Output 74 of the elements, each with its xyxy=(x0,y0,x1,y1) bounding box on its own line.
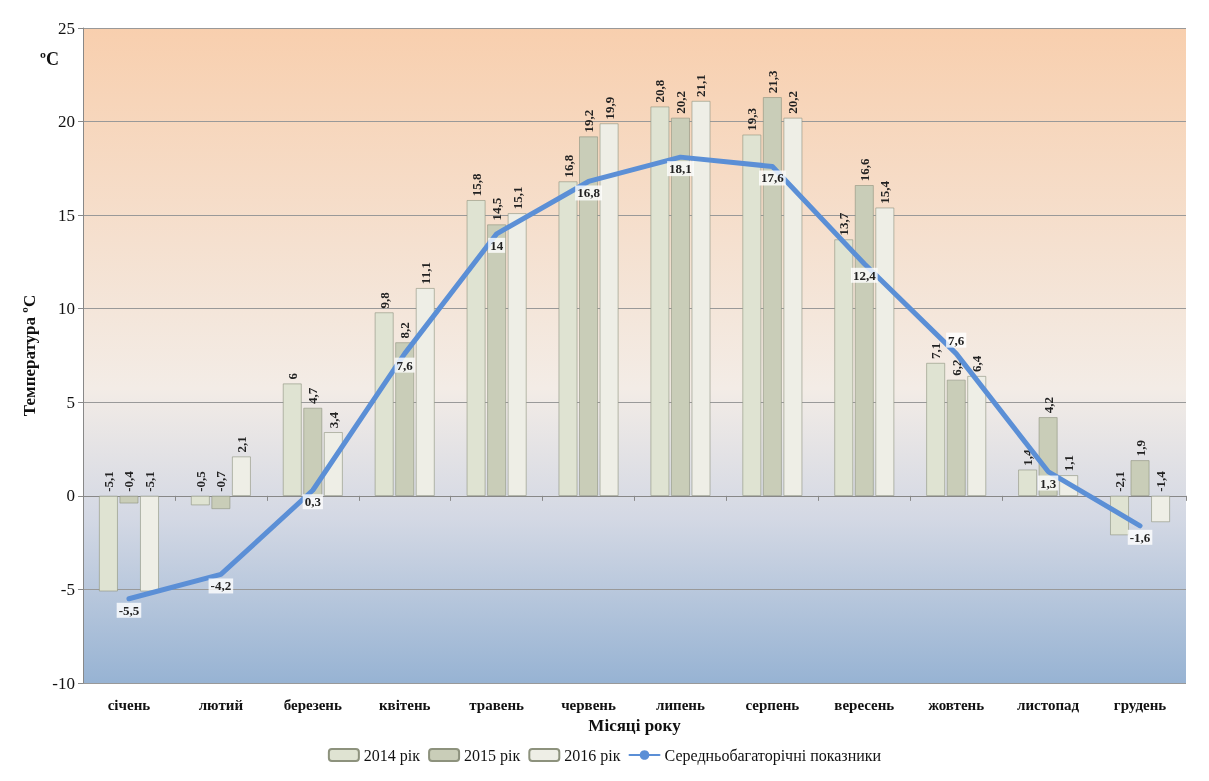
y-tick-label: -10 xyxy=(52,673,75,693)
data-label: 14,5 xyxy=(489,197,505,221)
legend-label: 2016 рік xyxy=(564,746,621,765)
x-tick-label: грудень xyxy=(1113,696,1167,713)
data-label: -5,1 xyxy=(100,471,116,492)
data-label: 19,2 xyxy=(581,109,597,133)
data-label: 16,8 xyxy=(577,185,601,201)
data-label: 12,4 xyxy=(852,267,877,283)
data-label: 7,6 xyxy=(948,332,965,348)
data-label: -0,4 xyxy=(121,470,137,492)
legend-label: 2014 рік xyxy=(363,746,421,765)
y-tick-label: 0 xyxy=(66,486,75,506)
x-tick-label: жовтень xyxy=(928,696,985,713)
x-tick-label: червень xyxy=(561,696,616,713)
x-tick-label: серпень xyxy=(745,696,800,713)
x-axis-title: Місяці року xyxy=(588,715,682,735)
data-label: 4,7 xyxy=(305,387,321,404)
y-tick-label: 15 xyxy=(58,205,75,225)
x-tick-label: травень xyxy=(469,696,525,713)
data-label: 7,1 xyxy=(928,342,944,359)
x-tick-label: лютий xyxy=(198,696,244,713)
data-label: 20,8 xyxy=(652,79,668,103)
data-label: -5,5 xyxy=(118,602,140,618)
data-label: 1,3 xyxy=(1040,475,1057,491)
y-tick-label: 20 xyxy=(58,112,75,132)
data-label: 21,3 xyxy=(764,69,780,94)
x-tick-label: листопад xyxy=(1017,696,1080,713)
data-label: 4,2 xyxy=(1040,397,1056,414)
data-label: -1,4 xyxy=(1153,470,1169,492)
data-label: 15,4 xyxy=(877,180,893,204)
data-label: -0,7 xyxy=(213,470,229,492)
data-label: 6 xyxy=(284,372,300,380)
data-label: 20,2 xyxy=(785,91,801,114)
y-tick-label: 25 xyxy=(58,18,75,38)
legend-label: 2015 рік xyxy=(464,746,521,765)
data-label: 18,1 xyxy=(669,161,692,177)
data-label: 1,1 xyxy=(1061,455,1077,472)
data-label: 2,1 xyxy=(233,436,249,453)
data-label: 13,7 xyxy=(836,212,852,236)
text: ºC xyxy=(40,49,59,69)
data-label: 15,8 xyxy=(468,172,484,197)
y-tick-label: 5 xyxy=(66,392,75,412)
data-label: 15,1 xyxy=(509,186,525,210)
data-label: 6,2 xyxy=(948,359,964,376)
data-label: 11,1 xyxy=(417,262,433,285)
data-label: 8,2 xyxy=(397,322,413,339)
data-label: -1,6 xyxy=(1129,529,1151,545)
y-axis-title: Температура ºC xyxy=(20,294,39,417)
data-label: 7,6 xyxy=(396,357,414,373)
data-label: -0,5 xyxy=(192,470,208,492)
data-label: 20,2 xyxy=(672,91,688,114)
y-tick-label: 10 xyxy=(58,299,75,319)
data-label: -2,1 xyxy=(1112,471,1127,492)
x-tick-label: вересень xyxy=(834,696,895,713)
data-label: 16,6 xyxy=(856,157,872,182)
data-label: 6,4 xyxy=(969,355,985,373)
data-label: -5,1 xyxy=(142,471,157,492)
x-tick-label: квітень xyxy=(378,696,431,713)
data-label: 16,8 xyxy=(560,154,576,178)
data-label: 21,1 xyxy=(693,74,709,97)
x-tick-label: січень xyxy=(107,696,151,713)
data-label: 3,4 xyxy=(325,411,341,429)
data-label: 17,6 xyxy=(761,170,785,186)
data-label: 1,9 xyxy=(1132,439,1148,457)
data-label: 9,8 xyxy=(376,291,392,309)
x-tick-label: липень xyxy=(655,696,705,713)
legend-label: Середньобагаторічні показники xyxy=(664,746,882,765)
data-label: 0,3 xyxy=(304,494,322,510)
data-label: 19,3 xyxy=(744,107,760,131)
x-tick-label: березень xyxy=(283,696,342,713)
data-label: 19,9 xyxy=(601,96,617,120)
data-label: -4,2 xyxy=(210,578,232,594)
y-tick-label: -5 xyxy=(60,579,75,599)
data-label: 14 xyxy=(490,237,504,253)
